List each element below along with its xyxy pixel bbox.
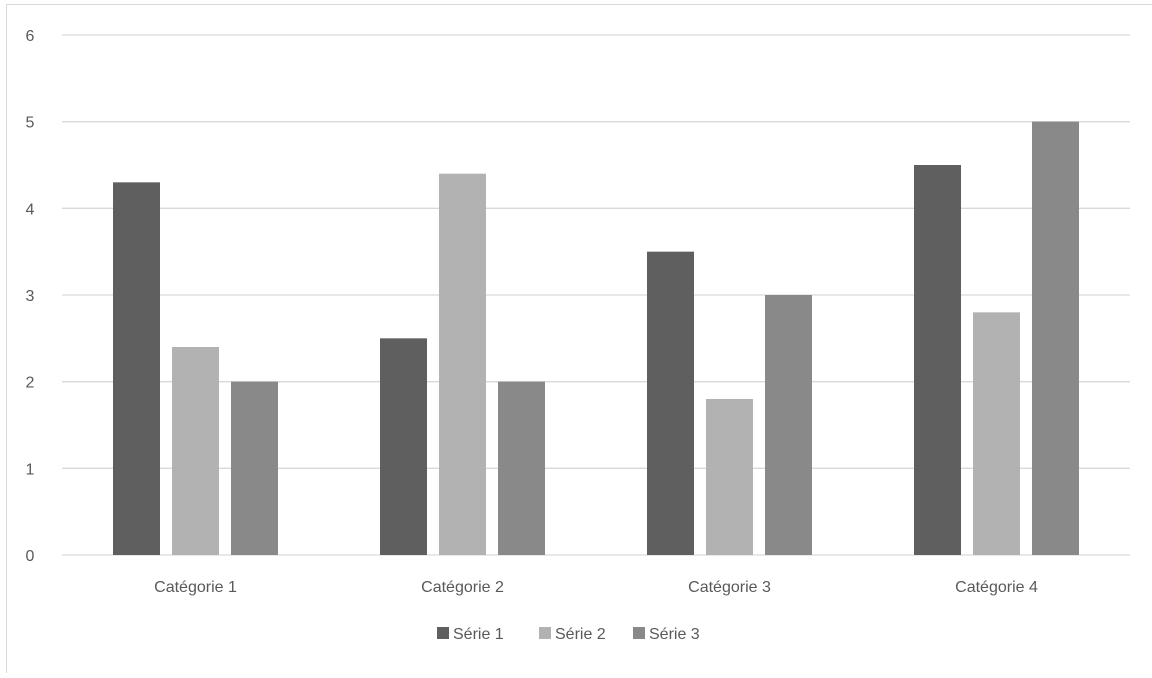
y-tick-label: 4 (26, 201, 35, 218)
bar-series-3-category-2 (498, 381, 545, 555)
legend: Série 1 Série 2 Série 3 (437, 626, 700, 643)
bar-series-1-category-1 (113, 182, 160, 556)
bars (113, 121, 1079, 556)
legend-label-series-2: Série 2 (555, 626, 606, 643)
gridlines (62, 34, 1130, 556)
bar-series-1-category-3 (647, 251, 694, 555)
bar-series-1-category-2 (380, 338, 427, 555)
bar-series-1-category-4 (914, 165, 961, 555)
x-category-label: Catégorie 3 (688, 579, 771, 596)
y-tick-label: 0 (26, 548, 35, 565)
y-tick-label: 1 (26, 461, 35, 478)
y-tick-label: 3 (26, 288, 35, 305)
legend-label-series-3: Série 3 (649, 626, 700, 643)
x-axis-category-labels: Catégorie 1 Catégorie 2 Catégorie 3 Catégor… (154, 579, 1038, 596)
bar-series-3-category-1 (231, 381, 278, 555)
y-tick-label: 5 (26, 115, 35, 132)
legend-swatch-series-2 (539, 627, 551, 639)
bar-series-2-category-4 (973, 312, 1020, 555)
legend-label-series-1: Série 1 (453, 626, 504, 643)
bar-series-3-category-4 (1032, 121, 1079, 556)
bar-series-2-category-3 (706, 399, 753, 555)
x-category-label: Catégorie 4 (955, 579, 1038, 596)
y-tick-label: 6 (26, 28, 35, 45)
legend-swatch-series-1 (437, 627, 449, 639)
bar-series-2-category-2 (439, 173, 486, 555)
x-category-label: Catégorie 1 (154, 579, 237, 596)
legend-swatch-series-3 (633, 627, 645, 639)
y-axis-tick-labels: 0 1 2 3 4 5 6 (26, 28, 35, 565)
bar-series-2-category-1 (172, 347, 219, 555)
bar-series-3-category-3 (765, 295, 812, 555)
x-category-label: Catégorie 2 (421, 579, 504, 596)
y-tick-label: 2 (26, 375, 35, 392)
